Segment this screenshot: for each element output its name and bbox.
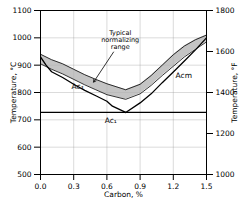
svg-text:Ac₃: Ac₃ bbox=[71, 82, 83, 91]
svg-text:1600: 1600 bbox=[216, 47, 235, 56]
svg-text:1400: 1400 bbox=[215, 87, 235, 97]
svg-text:1000: 1000 bbox=[216, 170, 235, 179]
svg-text:800: 800 bbox=[17, 88, 32, 97]
svg-text:Temperature, °F: Temperature, °F bbox=[230, 62, 239, 123]
svg-text:1.5: 1.5 bbox=[201, 182, 213, 191]
svg-text:600: 600 bbox=[17, 143, 32, 152]
svg-text:1000: 1000 bbox=[12, 33, 31, 42]
svg-text:1100: 1100 bbox=[12, 6, 31, 15]
svg-text:700: 700 bbox=[17, 115, 32, 124]
svg-text:Ac₁: Ac₁ bbox=[105, 116, 117, 125]
svg-text:900: 900 bbox=[17, 61, 32, 70]
svg-text:Typicalnormalizingrange: Typicalnormalizingrange bbox=[101, 29, 139, 51]
svg-text:Acm: Acm bbox=[176, 71, 192, 80]
svg-text:Carbon, %: Carbon, % bbox=[104, 190, 143, 199]
svg-text:500: 500 bbox=[17, 170, 32, 179]
svg-text:0.6: 0.6 bbox=[100, 181, 113, 191]
svg-text:Temperature, °C: Temperature, °C bbox=[9, 62, 18, 124]
svg-text:0.9: 0.9 bbox=[134, 181, 147, 191]
svg-text:1.2: 1.2 bbox=[167, 182, 179, 191]
svg-text:0.0: 0.0 bbox=[35, 182, 47, 191]
svg-text:1200: 1200 bbox=[216, 129, 235, 138]
svg-text:0.3: 0.3 bbox=[68, 182, 80, 191]
svg-text:1800: 1800 bbox=[216, 6, 235, 15]
